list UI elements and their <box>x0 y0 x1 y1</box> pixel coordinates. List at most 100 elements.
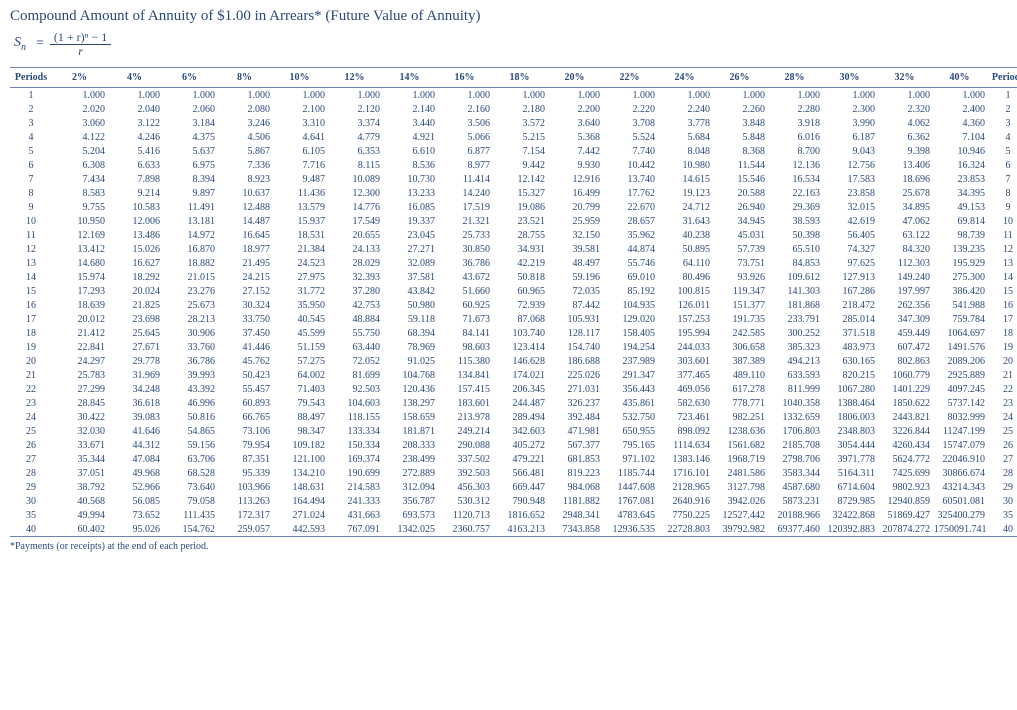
cell-value: 98.739 <box>932 228 987 242</box>
cell-value: 326.237 <box>547 396 602 410</box>
cell-value: 11247.199 <box>932 424 987 438</box>
cell-value: 11.544 <box>712 158 767 172</box>
cell-value: 4.122 <box>52 130 107 144</box>
cell-value: 35.950 <box>272 298 327 312</box>
cell-value: 3.122 <box>107 116 162 130</box>
cell-value: 146.628 <box>492 354 547 368</box>
cell-value: 28.213 <box>162 312 217 326</box>
cell-value: 16.870 <box>162 242 217 256</box>
cell-value: 16.645 <box>217 228 272 242</box>
cell-value: 174.021 <box>492 368 547 382</box>
cell-value: 10.089 <box>327 172 382 186</box>
cell-period-right: 5 <box>987 144 1017 158</box>
cell-value: 191.735 <box>712 312 767 326</box>
cell-value: 54.865 <box>162 424 217 438</box>
table-row: 1922.84127.67133.76041.44651.15963.44078… <box>10 340 1017 354</box>
cell-value: 1.000 <box>602 88 657 103</box>
cell-value: 347.309 <box>877 312 932 326</box>
cell-value: 3.374 <box>327 116 382 130</box>
col-rate-8: 18% <box>492 68 547 88</box>
cell-value: 39.581 <box>547 242 602 256</box>
cell-value: 8.923 <box>217 172 272 186</box>
cell-value: 5737.142 <box>932 396 987 410</box>
cell-value: 16.534 <box>767 172 822 186</box>
cell-period-right: 28 <box>987 466 1017 480</box>
cell-value: 5.416 <box>107 144 162 158</box>
cell-value: 32.030 <box>52 424 107 438</box>
cell-value: 72.939 <box>492 298 547 312</box>
cell-value: 7.336 <box>217 158 272 172</box>
cell-value: 13.233 <box>382 186 437 200</box>
cell-value: 5.637 <box>162 144 217 158</box>
col-rate-14: 30% <box>822 68 877 88</box>
cell-value: 218.472 <box>822 298 877 312</box>
cell-value: 6.353 <box>327 144 382 158</box>
cell-period-left: 12 <box>10 242 52 256</box>
cell-value: 2.100 <box>272 102 327 116</box>
cell-value: 22.670 <box>602 200 657 214</box>
cell-value: 22.841 <box>52 340 107 354</box>
cell-value: 325400.279 <box>932 508 987 522</box>
cell-value: 57.739 <box>712 242 767 256</box>
cell-value: 11.491 <box>162 200 217 214</box>
cell-value: 14.972 <box>162 228 217 242</box>
cell-value: 92.503 <box>327 382 382 396</box>
cell-value: 63.440 <box>327 340 382 354</box>
cell-value: 2.220 <box>602 102 657 116</box>
cell-period-right: 13 <box>987 256 1017 270</box>
cell-value: 55.457 <box>217 382 272 396</box>
cell-value: 617.278 <box>712 382 767 396</box>
cell-value: 3.572 <box>492 116 547 130</box>
cell-value: 44.874 <box>602 242 657 256</box>
cell-value: 24.133 <box>327 242 382 256</box>
table-row: 3040.56856.08579.058113.263164.494241.33… <box>10 494 1017 508</box>
cell-value: 13.181 <box>162 214 217 228</box>
cell-value: 44.312 <box>107 438 162 452</box>
cell-value: 41.446 <box>217 340 272 354</box>
cell-period-right: 12 <box>987 242 1017 256</box>
cell-period-right: 23 <box>987 396 1017 410</box>
cell-value: 1767.081 <box>602 494 657 508</box>
cell-value: 1750091.741 <box>932 522 987 537</box>
cell-value: 16.499 <box>547 186 602 200</box>
cell-value: 790.948 <box>492 494 547 508</box>
cell-period-left: 35 <box>10 508 52 522</box>
cell-value: 237.989 <box>602 354 657 368</box>
cell-value: 225.026 <box>547 368 602 382</box>
cell-value: 27.671 <box>107 340 162 354</box>
cell-value: 290.088 <box>437 438 492 452</box>
cell-value: 3.246 <box>217 116 272 130</box>
cell-value: 431.663 <box>327 508 382 522</box>
cell-value: 19.086 <box>492 200 547 214</box>
cell-value: 1342.025 <box>382 522 437 537</box>
cell-value: 38.792 <box>52 480 107 494</box>
cell-value: 43214.343 <box>932 480 987 494</box>
cell-value: 207874.272 <box>877 522 932 537</box>
cell-value: 479.221 <box>492 452 547 466</box>
cell-value: 17.762 <box>602 186 657 200</box>
cell-value: 20.024 <box>107 284 162 298</box>
cell-value: 34.931 <box>492 242 547 256</box>
cell-value: 442.593 <box>272 522 327 537</box>
cell-value: 2.060 <box>162 102 217 116</box>
cell-value: 1401.229 <box>877 382 932 396</box>
cell-value: 18.696 <box>877 172 932 186</box>
cell-value: 2.240 <box>657 102 712 116</box>
table-row: 1112.16913.48614.97216.64518.53120.65523… <box>10 228 1017 242</box>
cell-value: 25.783 <box>52 368 107 382</box>
annuity-table: Periods2%4%6%8%10%12%14%16%18%20%22%24%2… <box>10 67 1017 537</box>
cell-value: 1.000 <box>52 88 107 103</box>
cell-period-right: 16 <box>987 298 1017 312</box>
cell-value: 40.238 <box>657 228 712 242</box>
cell-value: 87.068 <box>492 312 547 326</box>
cell-value: 154.762 <box>162 522 217 537</box>
cell-value: 2.200 <box>547 102 602 116</box>
cell-value: 46.996 <box>162 396 217 410</box>
cell-value: 183.601 <box>437 396 492 410</box>
cell-value: 6.362 <box>877 130 932 144</box>
cell-value: 141.303 <box>767 284 822 298</box>
cell-value: 3.310 <box>272 116 327 130</box>
cell-value: 103.740 <box>492 326 547 340</box>
cell-value: 898.092 <box>657 424 712 438</box>
cell-period-right: 15 <box>987 284 1017 298</box>
